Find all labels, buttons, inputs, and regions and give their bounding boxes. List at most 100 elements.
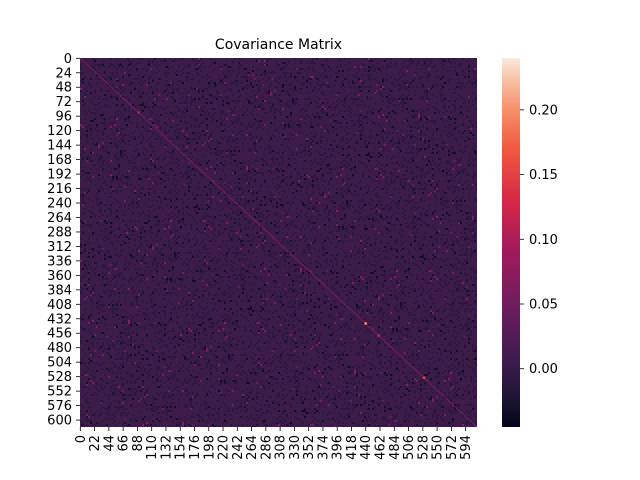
heatmap-cell: [298, 64, 300, 66]
heatmap-cell: [444, 142, 446, 144]
heatmap-cell: [128, 60, 130, 62]
heatmap-cell: [296, 78, 298, 80]
heatmap-cell: [328, 158, 330, 160]
heatmap-cell: [474, 120, 476, 122]
heatmap-cell: [338, 70, 340, 72]
heatmap-cell: [190, 154, 192, 156]
heatmap-cell: [466, 110, 468, 112]
heatmap-cell: [414, 164, 416, 166]
heatmap-cell: [162, 64, 164, 66]
heatmap-cell: [200, 128, 202, 130]
heatmap-cell: [116, 120, 118, 122]
heatmap-cell: [334, 162, 336, 164]
heatmap-cell: [148, 64, 150, 66]
heatmap-cell: [358, 122, 360, 124]
heatmap-cell: [284, 152, 286, 154]
heatmap-cell: [212, 84, 214, 86]
heatmap-cell: [222, 68, 224, 70]
heatmap-cell: [204, 142, 206, 144]
heatmap-cell: [94, 90, 96, 92]
heatmap-cell: [260, 116, 262, 118]
heatmap-cell: [448, 80, 450, 82]
heatmap-cell: [352, 146, 354, 148]
heatmap-cell: [138, 156, 140, 158]
heatmap-cell: [270, 128, 272, 130]
heatmap-cell: [304, 104, 306, 106]
heatmap-cell: [420, 110, 422, 112]
heatmap-cell: [180, 80, 182, 82]
heatmap-cell: [262, 78, 264, 80]
heatmap-cell: [380, 74, 382, 76]
heatmap-cell: [94, 68, 96, 70]
heatmap-cell: [420, 72, 422, 74]
heatmap-cell: [236, 80, 238, 82]
heatmap-cell: [410, 82, 412, 84]
heatmap-cell: [454, 106, 456, 108]
heatmap-cell: [132, 150, 134, 152]
heatmap-cell: [316, 142, 318, 144]
heatmap-cell: [310, 164, 312, 166]
heatmap-cell: [146, 168, 148, 170]
heatmap-cell: [226, 98, 228, 100]
heatmap-cell: [136, 122, 138, 124]
heatmap-cell: [164, 138, 166, 140]
heatmap-cell: [188, 90, 190, 92]
heatmap-cell: [390, 88, 392, 90]
heatmap-cell: [338, 60, 340, 62]
heatmap-cell: [286, 138, 288, 140]
heatmap-cell: [344, 164, 346, 166]
heatmap-cell: [386, 74, 388, 76]
heatmap-cell: [182, 138, 184, 140]
heatmap-cell: [80, 104, 82, 106]
heatmap-cell: [300, 82, 302, 84]
heatmap-cell: [290, 74, 292, 76]
heatmap-cell: [100, 106, 102, 108]
heatmap-cell: [380, 92, 382, 94]
heatmap-cell: [400, 162, 402, 164]
heatmap-cell: [398, 92, 400, 94]
heatmap-cell: [142, 136, 144, 138]
heatmap-cell: [170, 92, 172, 94]
heatmap-cell: [124, 142, 126, 144]
heatmap-cell: [420, 62, 422, 64]
heatmap-cell: [466, 130, 468, 132]
heatmap-cell: [294, 104, 296, 106]
heatmap-cell: [244, 90, 246, 92]
heatmap-cell: [334, 156, 336, 158]
heatmap-cell: [246, 128, 248, 130]
heatmap-cell: [436, 136, 438, 138]
heatmap-cell: [132, 66, 134, 68]
heatmap-cell: [444, 106, 446, 108]
heatmap-cell: [158, 118, 160, 120]
heatmap-cell: [322, 82, 324, 84]
heatmap-cell: [80, 90, 82, 92]
heatmap-cell: [90, 138, 92, 140]
heatmap-cell: [124, 148, 126, 150]
heatmap-cell: [362, 82, 364, 84]
heatmap-cell: [280, 96, 282, 98]
heatmap-cell: [104, 68, 106, 70]
heatmap-cell: [112, 108, 114, 110]
heatmap-cell: [418, 60, 420, 62]
heatmap-cell: [412, 108, 414, 110]
heatmap-cell: [248, 74, 250, 76]
heatmap-cell: [318, 86, 320, 88]
heatmap-cell: [198, 106, 200, 108]
heatmap-cell: [448, 148, 450, 150]
heatmap-cell: [364, 122, 366, 124]
heatmap-cell: [414, 78, 416, 80]
heatmap-cell: [444, 60, 446, 62]
heatmap-cell: [382, 144, 384, 146]
heatmap-cell: [160, 102, 162, 104]
heatmap-cell: [350, 94, 352, 96]
heatmap-cell: [232, 116, 234, 118]
heatmap-cell: [420, 78, 422, 80]
heatmap-cell: [194, 150, 196, 152]
heatmap-cell: [124, 156, 126, 158]
heatmap-cell: [216, 120, 218, 122]
heatmap-cell: [100, 152, 102, 154]
heatmap-cell: [332, 130, 334, 132]
heatmap-cell: [416, 166, 418, 168]
heatmap-cell: [102, 114, 104, 116]
heatmap-cell: [272, 114, 274, 116]
